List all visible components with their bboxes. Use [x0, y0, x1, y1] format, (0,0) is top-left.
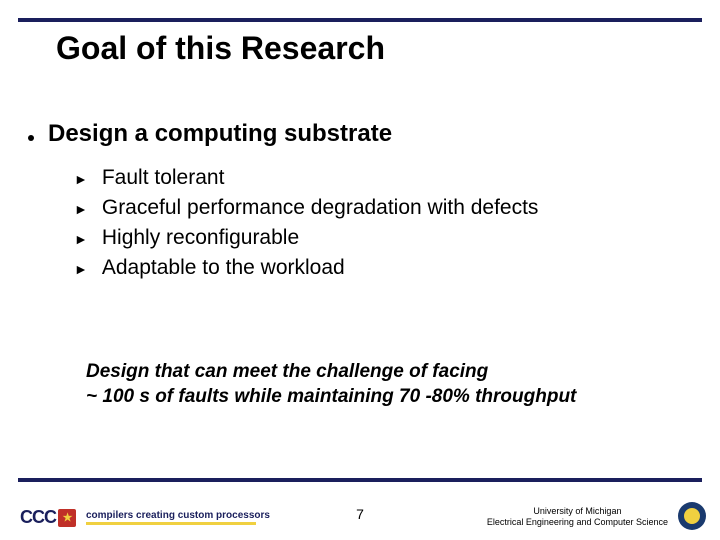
callout-line: ~ 100 s of faults while maintaining 70 -…	[86, 385, 680, 410]
main-bullet: Design a computing substrate	[28, 120, 692, 148]
sub-bullet: ► Adaptable to the workload	[74, 256, 692, 280]
logo-left: CCC ★ compilers creating custom processo…	[20, 507, 270, 528]
sub-bullet-list: ► Fault tolerant ► Graceful performance …	[74, 166, 692, 280]
affiliation-line: University of Michigan	[487, 506, 668, 517]
sub-bullet-text: Fault tolerant	[102, 166, 225, 190]
ccc-logo-text: CCC	[20, 507, 56, 528]
page-number: 7	[356, 506, 364, 522]
affiliation-line: Electrical Engineering and Computer Scie…	[487, 517, 668, 528]
bullet-dot-icon	[28, 135, 34, 141]
arrow-icon: ►	[74, 261, 88, 277]
bottom-rule	[18, 478, 702, 482]
tagline-underline	[86, 522, 256, 525]
main-bullet-text: Design a computing substrate	[48, 120, 392, 148]
sub-bullet: ► Fault tolerant	[74, 166, 692, 190]
arrow-icon: ►	[74, 201, 88, 217]
arrow-icon: ►	[74, 231, 88, 247]
callout-line: Design that can meet the challenge of fa…	[86, 360, 680, 385]
arrow-icon: ►	[74, 171, 88, 187]
top-rule	[18, 18, 702, 22]
tagline-wrap: compilers creating custom processors	[86, 510, 270, 525]
ccc-logo: CCC ★	[20, 507, 76, 528]
sub-bullet-text: Highly reconfigurable	[102, 226, 299, 250]
slide-title: Goal of this Research	[56, 30, 385, 67]
sub-bullet-text: Adaptable to the workload	[102, 256, 345, 280]
sub-bullet: ► Graceful performance degradation with …	[74, 196, 692, 220]
footer: CCC ★ compilers creating custom processo…	[0, 486, 720, 540]
seal-inner	[683, 507, 701, 525]
callout-text: Design that can meet the challenge of fa…	[86, 360, 680, 409]
star-icon: ★	[58, 509, 76, 527]
content-area: Design a computing substrate ► Fault tol…	[28, 120, 692, 286]
sub-bullet: ► Highly reconfigurable	[74, 226, 692, 250]
tagline-text: compilers creating custom processors	[86, 510, 270, 521]
university-seal-icon	[678, 502, 706, 530]
affiliation: University of Michigan Electrical Engine…	[487, 506, 668, 528]
sub-bullet-text: Graceful performance degradation with de…	[102, 196, 539, 220]
